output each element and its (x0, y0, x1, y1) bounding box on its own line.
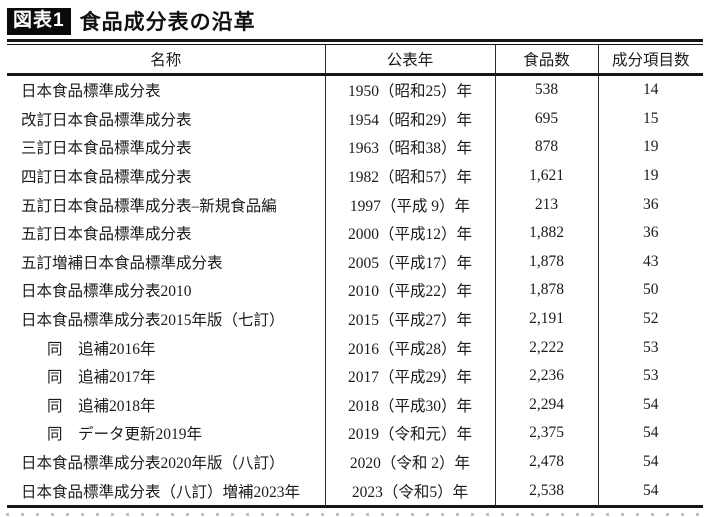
cell-foods: 695 (494, 104, 598, 134)
table-row: 四訂日本食品標準成分表 1982（昭和57）年 1,621 19 (7, 161, 703, 191)
cell-name: 同 追補2016年 (47, 340, 156, 358)
cell-year: 1954（昭和29）年 (324, 104, 495, 134)
figure-title: 図表1 食品成分表の沿革 (0, 0, 710, 36)
column-header-year: 公表年 (324, 45, 495, 76)
cell-foods: 878 (494, 133, 598, 162)
cell-year: 2005（平成17）年 (324, 247, 495, 277)
cell-foods: 2,478 (494, 447, 598, 477)
table-row: 日本食品標準成分表2020年版（八訂） 2020（令和 2）年 2,478 54 (7, 447, 703, 477)
cell-year: 2010（平成22）年 (324, 276, 495, 305)
cell-year: 1950（昭和25）年 (324, 74, 495, 105)
table-row: 三訂日本食品標準成分表 1963（昭和38）年 878 19 (7, 133, 703, 162)
table-row: 五訂日本食品標準成分表 2000（平成12）年 1,882 36 (7, 218, 703, 248)
cell-items: 43 (597, 247, 703, 277)
food-composition-history-table: 名称 公表年 食品数 成分項目数 日本食品標準成分表 1950（昭和25）年 538… (7, 45, 703, 508)
cell-year: 1982（昭和57）年 (324, 161, 495, 191)
cell-name: 日本食品標準成分表2015年版（七訂） (21, 312, 285, 330)
cell-name: 同 追補2018年 (47, 397, 156, 415)
cell-year: 2020（令和 2）年 (324, 447, 495, 477)
column-header-items: 成分項目数 (597, 45, 703, 76)
cell-year: 1963（昭和38）年 (324, 133, 495, 162)
table-row: 改訂日本食品標準成分表 1954（昭和29）年 695 15 (7, 104, 703, 134)
cell-items: 54 (597, 390, 703, 420)
cell-foods: 2,375 (494, 419, 598, 448)
cell-items: 54 (597, 476, 703, 508)
cell-items: 50 (597, 276, 703, 305)
figure-badge: 図表1 (7, 7, 71, 35)
cell-year: 1997（平成 9）年 (324, 190, 495, 219)
cut-off-caption-fragment (6, 513, 704, 516)
cell-name: 四訂日本食品標準成分表 (21, 169, 192, 187)
cell-foods: 2,222 (494, 333, 598, 362)
cell-foods: 1,878 (494, 247, 598, 277)
cell-name: 五訂日本食品標準成分表 (21, 226, 192, 244)
cell-year: 2018（平成30）年 (324, 390, 495, 420)
cell-name: 三訂日本食品標準成分表 (21, 140, 192, 158)
cell-name: 日本食品標準成分表（八訂）増補2023年 (7, 476, 325, 508)
cell-name: 改訂日本食品標準成分表 (21, 111, 192, 129)
cell-year: 2015（平成27）年 (324, 304, 495, 334)
cell-items: 15 (597, 104, 703, 134)
table-top-rule (7, 39, 703, 45)
cell-name: 同 追補2017年 (47, 369, 156, 387)
cell-year: 2023（令和5）年 (324, 476, 495, 508)
cell-foods: 2,191 (494, 304, 598, 334)
cell-name: 日本食品標準成分表2010 (21, 283, 192, 301)
cell-items: 53 (597, 333, 703, 362)
table-row: 日本食品標準成分表（八訂）増補2023年 2023（令和5）年 2,538 54 (7, 476, 703, 508)
table-row: 同 追補2017年 2017（平成29）年 2,236 53 (7, 361, 703, 391)
cell-name: 同 データ更新2019年 (47, 426, 203, 444)
cell-year: 2017（平成29）年 (324, 361, 495, 391)
cell-year: 2000（平成12）年 (324, 218, 495, 248)
cell-items: 36 (597, 190, 703, 219)
cell-items: 14 (597, 74, 703, 105)
table-header-row: 名称 公表年 食品数 成分項目数 (7, 45, 703, 76)
table-row: 五訂日本食品標準成分表–新規食品編 1997（平成 9）年 213 36 (7, 190, 703, 219)
table-row: 同 データ更新2019年 2019（令和元）年 2,375 54 (7, 419, 703, 448)
cell-items: 53 (597, 361, 703, 391)
table-row: 同 追補2018年 2018（平成30）年 2,294 54 (7, 390, 703, 420)
cell-year: 2019（令和元）年 (324, 419, 495, 448)
table-row: 日本食品標準成分表2010 2010（平成22）年 1,878 50 (7, 276, 703, 305)
cell-items: 52 (597, 304, 703, 334)
table-row: 五訂増補日本食品標準成分表 2005（平成17）年 1,878 43 (7, 247, 703, 277)
table-row: 日本食品標準成分表2015年版（七訂） 2015（平成27）年 2,191 52 (7, 304, 703, 334)
cell-name: 五訂増補日本食品標準成分表 (21, 254, 223, 272)
table-row: 同 追補2016年 2016（平成28）年 2,222 53 (7, 333, 703, 362)
cell-foods: 2,236 (494, 361, 598, 391)
column-header-foods: 食品数 (494, 45, 598, 76)
cell-name: 日本食品標準成分表 (21, 83, 161, 101)
cell-foods: 538 (494, 74, 598, 105)
cell-foods: 2,294 (494, 390, 598, 420)
history-table: 名称 公表年 食品数 成分項目数 日本食品標準成分表 1950（昭和25）年 538… (7, 39, 703, 508)
cell-foods: 2,538 (494, 476, 598, 508)
table-row: 日本食品標準成分表 1950（昭和25）年 538 14 (7, 74, 703, 105)
page-title: 食品成分表の沿革 (79, 11, 256, 34)
cell-foods: 1,882 (494, 218, 598, 248)
cell-items: 54 (597, 419, 703, 448)
cell-foods: 213 (494, 190, 598, 219)
cell-foods: 1,621 (494, 161, 598, 191)
cell-foods: 1,878 (494, 276, 598, 305)
cell-items: 54 (597, 447, 703, 477)
cell-name: 五訂日本食品標準成分表–新規食品編 (21, 197, 277, 215)
cell-items: 19 (597, 133, 703, 162)
cell-name: 日本食品標準成分表2020年版（八訂） (21, 455, 285, 473)
cell-items: 19 (597, 161, 703, 191)
cell-year: 2016（平成28）年 (324, 333, 495, 362)
cell-items: 36 (597, 218, 703, 248)
column-header-name: 名称 (7, 45, 325, 76)
